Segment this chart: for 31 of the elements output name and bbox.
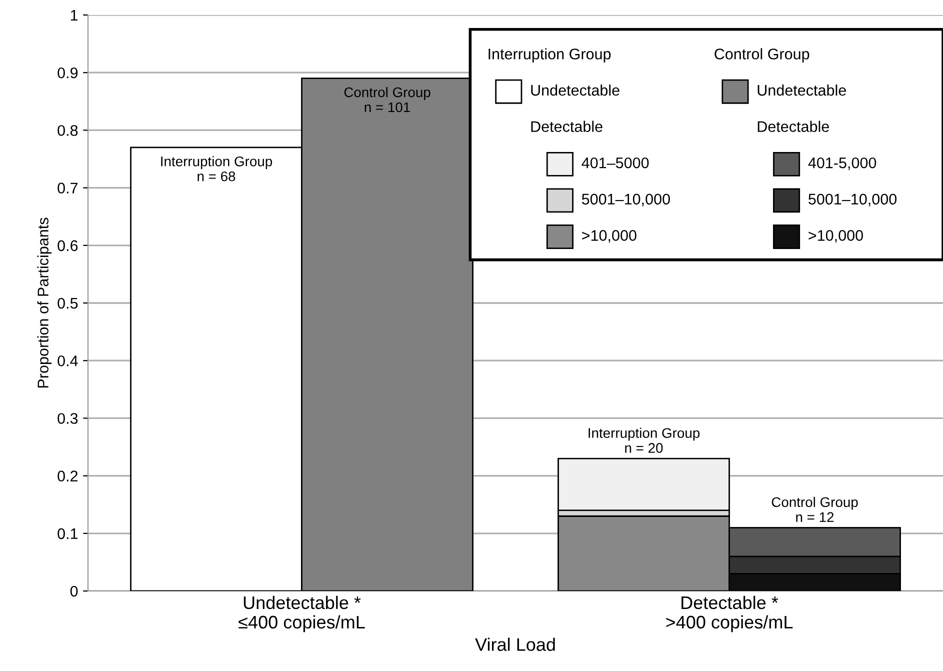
x-axis-title: Viral Load [475, 638, 555, 651]
legend-label: 401–5000 [582, 157, 649, 168]
y-tick-label: 0.5 [58, 298, 78, 309]
y-tick-label: 1 [70, 10, 78, 21]
y-tick-label: 0.9 [58, 67, 78, 78]
annotation: Control Group n = 12 [772, 496, 858, 522]
y-tick-label: 0.1 [58, 528, 78, 540]
legend-label: 5001–10,000 [808, 194, 897, 206]
legend-label: >10,000 [808, 230, 863, 243]
annotation: Interruption Group [488, 48, 611, 62]
annotation: Control Group n = 101 [344, 87, 430, 112]
annotation: Interruption Group n = 68 [161, 156, 272, 182]
legend-label: Undetectable [758, 84, 846, 96]
y-tick-label: 0.7 [58, 182, 78, 194]
y-tick-label: 0.8 [58, 125, 78, 136]
legend-label: >10,000 [582, 230, 636, 243]
y-tick-label: 0.2 [58, 470, 78, 482]
y-axis-title: Proportion of Participants [37, 218, 52, 388]
y-tick-label: 0.4 [58, 355, 78, 366]
annotation: Interruption Group n = 20 [588, 428, 700, 453]
y-tick-label: 0 [70, 586, 78, 597]
annotation: Control Group [714, 48, 810, 62]
x-tick-label: Detectable * >400 copies/mL [666, 596, 793, 632]
annotation: Detectable [531, 120, 602, 132]
x-tick-label: Undetectable * ≤400 copies/mL [238, 596, 365, 632]
y-tick-label: 0.6 [58, 240, 78, 252]
y-tick-label: 0.3 [58, 413, 78, 424]
annotation: Detectable [758, 120, 829, 132]
legend-label: 5001–10,000 [582, 194, 670, 206]
legend-label: Undetectable [531, 84, 620, 96]
legend-label: 401-5,000 [808, 157, 876, 170]
